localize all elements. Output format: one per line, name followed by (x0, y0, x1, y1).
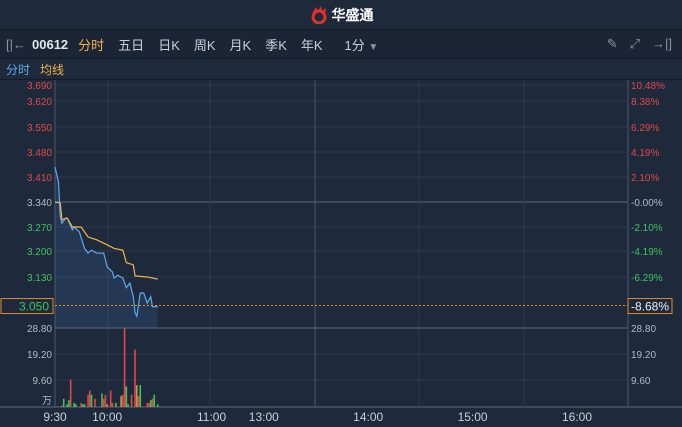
volume-bar (156, 404, 159, 407)
volume-bar (111, 402, 114, 407)
volume-bar (149, 400, 152, 407)
price-tick-label: 3.410 (27, 173, 52, 184)
current-change-box (627, 298, 673, 315)
current-change-label: -8.68% (631, 300, 669, 314)
time-tick-label: 15:00 (458, 410, 488, 424)
volume-bar (139, 385, 142, 407)
volume-bar (80, 402, 82, 407)
volume-bar (66, 404, 68, 407)
interval-value: 1分 (344, 37, 365, 53)
intraday-chart[interactable]: 3.690 10.48% 3.620 8.38% 3.550 6.29% 3.480 4.19… (0, 80, 682, 427)
volume-bar (75, 404, 77, 407)
time-tick-label: 11:00 (197, 410, 226, 424)
volume-bar (125, 386, 128, 407)
chevron-down-icon: ▼ (368, 41, 379, 53)
price-tick-label: 3.340 (27, 198, 52, 209)
volume-bar (62, 398, 65, 407)
legend-avg: 均线 (40, 62, 65, 77)
percent-tick-label: -4.19% (631, 247, 663, 258)
volume-bar (148, 402, 150, 407)
percent-tick-label: 6.29% (631, 123, 659, 134)
current-price-box (0, 298, 54, 315)
volume-tick-label: 9.60 (33, 376, 53, 387)
percent-tick-label: -2.10% (631, 223, 663, 234)
collapse-right-icon[interactable]: →|] (652, 36, 672, 51)
percent-tick-label: 8.38% (631, 97, 659, 108)
price-tick-label: 3.480 (27, 148, 52, 159)
percent-tick-label: 4.19% (631, 148, 659, 159)
percent-tick-label: 10.48% (631, 81, 665, 92)
average-line (54, 201, 158, 280)
volume-bar (68, 400, 70, 407)
volume-bar (73, 402, 75, 407)
time-tick-label: 14:00 (353, 410, 383, 424)
price-area (55, 167, 158, 328)
volume-bar (151, 398, 154, 407)
app-logo: 华盛通 (309, 5, 374, 25)
percent-tick-label: -0.00% (631, 198, 663, 209)
volume-bar (69, 379, 72, 407)
pencil-icon[interactable]: ✎ (606, 36, 618, 51)
fullscreen-icon[interactable]: ⤢ (629, 36, 640, 51)
volume-bar (104, 394, 107, 407)
price-tick-label: 3.690 (27, 81, 52, 92)
tab-yearly[interactable]: 年K (300, 37, 323, 53)
percent-tick-label: -6.29% (631, 273, 663, 284)
price-tick-label: 3.130 (27, 273, 52, 284)
logo-icon (311, 5, 326, 24)
tab-quarterly[interactable]: 季K (265, 37, 287, 53)
volume-bar (109, 390, 112, 407)
tab-intraday[interactable]: 分时 (78, 37, 105, 53)
volume-bar (89, 390, 91, 407)
time-tick-label: 10:00 (92, 410, 122, 424)
tab-weekly[interactable]: 周K (193, 37, 216, 53)
volume-tick-label-right: 9.60 (631, 376, 651, 387)
volume-bar (94, 398, 96, 407)
price-tick-label: 3.550 (27, 123, 52, 134)
price-tick-label: 3.200 (27, 247, 52, 258)
legend-price: 分时 (6, 62, 31, 77)
volume-bar (122, 394, 124, 407)
price-tick-label: 3.270 (27, 223, 52, 234)
volume-bar (134, 349, 136, 407)
app-title: 华盛通 (331, 6, 374, 23)
stock-code: 00612 (32, 36, 69, 52)
volume-bar (90, 394, 93, 407)
volume-bar (115, 402, 117, 407)
volume-bar (83, 404, 86, 407)
tab-5day[interactable]: 五日 (118, 37, 145, 53)
volume-tick-label: 19.20 (27, 350, 52, 361)
volume-bar (127, 404, 129, 407)
volume-bar (123, 328, 126, 407)
chart-legend: 分时 均线 (0, 59, 682, 80)
volume-bar (106, 404, 108, 407)
time-tick-label: 13:00 (249, 410, 279, 424)
toolbar: [|← 00612 分时 五日 日K 周K 月K 季K 年K 1分 ▼ ✎ ⤢ … (0, 30, 682, 59)
volume-bar (120, 396, 122, 407)
tab-monthly[interactable]: 月K (229, 37, 252, 53)
volume-bar (146, 402, 149, 407)
time-tick-label: 9:30 (43, 410, 67, 424)
volume-bar (61, 405, 63, 407)
volume-bar (135, 385, 138, 407)
volume-bar (137, 396, 140, 407)
volume-bar (82, 404, 84, 407)
volume-unit-label: 万 (42, 396, 52, 407)
volume-bar (101, 393, 103, 407)
volume-tick-label: 28.80 (27, 324, 52, 335)
percent-tick-label: 2.10% (631, 173, 659, 184)
volume-tick-label-right: 19.20 (631, 350, 656, 361)
tab-daily[interactable]: 日K (158, 37, 180, 53)
current-price-label: 3.050 (19, 300, 49, 314)
volume-bar (102, 398, 105, 407)
volume-bar (87, 394, 89, 407)
volume-bar (130, 394, 133, 407)
collapse-left-icon[interactable]: [|← (6, 36, 26, 52)
volume-bar (153, 394, 155, 407)
volume-tick-label-right: 28.80 (631, 324, 656, 335)
time-tick-label: 16:00 (562, 410, 592, 424)
price-tick-label: 3.620 (27, 97, 52, 108)
app-header: 华盛通 (0, 0, 682, 30)
interval-dropdown[interactable]: 1分 ▼ (345, 35, 379, 54)
